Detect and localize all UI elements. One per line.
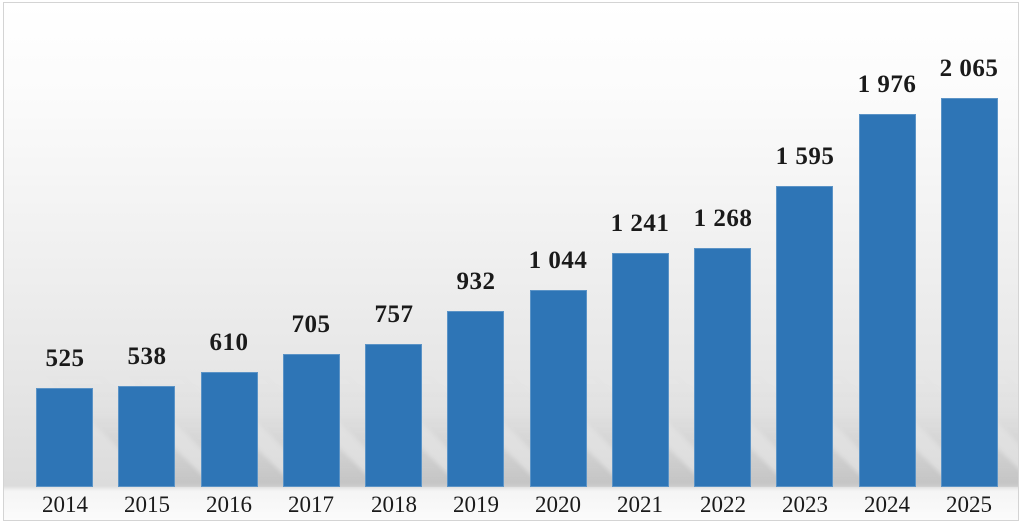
bar	[118, 386, 175, 487]
year-label: 2018	[371, 492, 417, 517]
year-label: 2014	[42, 492, 88, 517]
bar	[694, 248, 751, 487]
year-label: 2016	[206, 492, 252, 517]
bar	[776, 186, 833, 487]
bar	[365, 344, 422, 487]
year-label: 2022	[700, 492, 746, 517]
value-label: 757	[374, 301, 414, 328]
year-label: 2017	[288, 492, 334, 517]
value-label: 1 241	[610, 210, 670, 237]
year-label: 2021	[617, 492, 663, 517]
value-label: 2 065	[939, 55, 999, 82]
bar	[612, 253, 669, 487]
value-label: 1 595	[775, 143, 835, 170]
bar	[36, 388, 93, 487]
bar	[530, 290, 587, 487]
value-label: 538	[127, 343, 167, 370]
value-label: 932	[456, 268, 496, 295]
value-label: 610	[209, 329, 249, 356]
value-label: 1 268	[693, 205, 753, 232]
year-label: 2023	[782, 492, 828, 517]
year-label: 2015	[124, 492, 170, 517]
value-label: 1 976	[857, 71, 917, 98]
year-label: 2020	[535, 492, 581, 517]
year-label: 2019	[453, 492, 499, 517]
bar	[941, 98, 998, 487]
year-label: 2025	[946, 492, 992, 517]
value-label: 705	[291, 311, 331, 338]
bar	[201, 372, 258, 487]
bar	[859, 114, 916, 487]
value-label: 525	[45, 345, 85, 372]
bar	[283, 354, 340, 487]
bar	[447, 311, 504, 487]
value-label: 1 044	[528, 247, 588, 274]
year-label: 2024	[864, 492, 910, 517]
